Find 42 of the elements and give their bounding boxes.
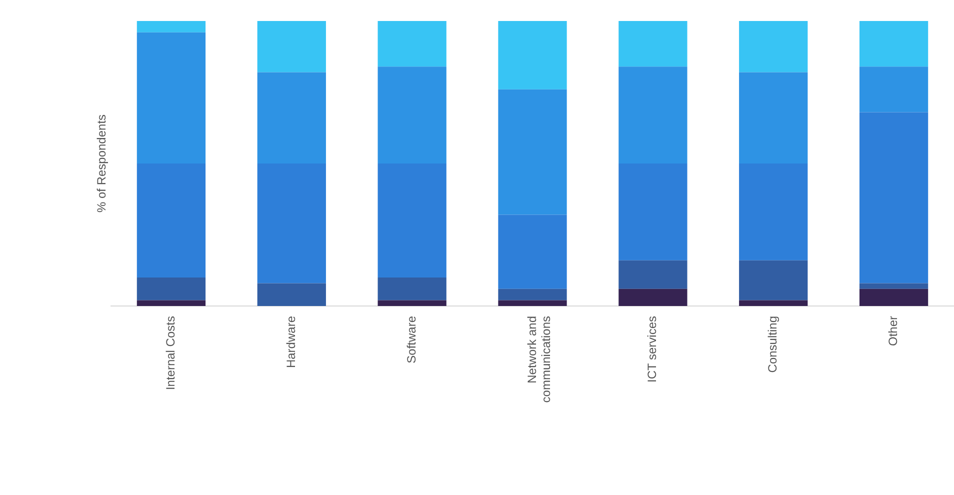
x-tick-label: Software	[404, 316, 418, 364]
bar	[618, 21, 688, 67]
bar	[859, 66, 928, 112]
bar	[859, 288, 928, 306]
bar	[257, 164, 326, 284]
bar	[618, 164, 688, 260]
bar	[136, 164, 206, 278]
x-tick-label: Other	[886, 316, 900, 346]
bar	[136, 278, 206, 300]
bar	[618, 260, 688, 289]
bar	[136, 300, 206, 306]
x-tick-label: Network and communications	[524, 316, 554, 403]
bar	[378, 278, 446, 300]
bar	[618, 66, 688, 164]
bar	[257, 283, 326, 306]
x-tick-label: ICT services	[645, 316, 660, 382]
x-tick-label: Hardware	[284, 316, 298, 368]
bar	[859, 21, 928, 67]
bar	[378, 164, 446, 278]
bar	[378, 66, 446, 164]
bar	[739, 164, 808, 260]
x-tick-label: Consulting	[766, 316, 780, 373]
bar	[378, 300, 446, 306]
bar	[498, 89, 567, 215]
bar	[257, 72, 326, 164]
bar	[378, 21, 446, 67]
bar	[739, 300, 808, 306]
bar	[257, 21, 326, 72]
bar	[859, 283, 928, 289]
bar	[136, 21, 206, 32]
y-axis-title: % of Respondents	[94, 114, 109, 213]
bar	[739, 21, 808, 72]
bar	[498, 21, 567, 90]
bar	[739, 260, 808, 300]
bar	[739, 72, 808, 164]
x-tick-label: Internal Costs	[164, 316, 178, 390]
bar	[498, 288, 567, 300]
bar	[498, 214, 567, 289]
bar	[136, 32, 206, 164]
bar	[498, 300, 567, 306]
bar	[859, 112, 928, 284]
bar	[618, 288, 688, 306]
